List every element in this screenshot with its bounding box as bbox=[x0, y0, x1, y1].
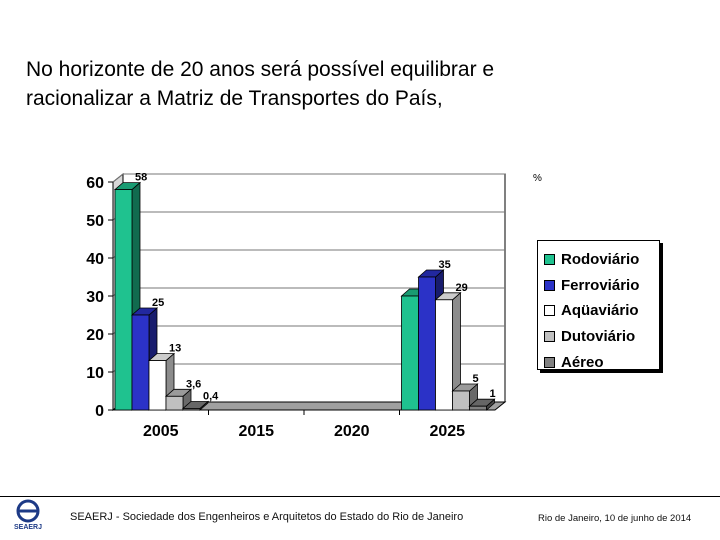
y-tick-label: 30 bbox=[86, 289, 104, 306]
data-label: 35 bbox=[439, 259, 451, 271]
x-tick-label: 2025 bbox=[429, 423, 465, 440]
footer-divider bbox=[0, 496, 720, 497]
y-tick-label: 10 bbox=[86, 365, 104, 382]
bar bbox=[148, 360, 167, 411]
legend-item: Aéreo bbox=[544, 349, 659, 375]
data-label: 29 bbox=[456, 282, 468, 294]
x-tick-label: 2005 bbox=[143, 423, 179, 440]
heading-line-1: No horizonte de 20 anos será possível eq… bbox=[26, 58, 495, 81]
seaerj-logo: SEAERJ bbox=[6, 499, 50, 537]
x-tick-label: 2020 bbox=[334, 423, 370, 440]
legend-swatch bbox=[544, 279, 555, 291]
bar bbox=[165, 395, 184, 411]
data-label: 0,4 bbox=[203, 390, 219, 402]
legend-item: Rodoviário bbox=[544, 247, 659, 273]
legend-item: Dutoviário bbox=[544, 324, 659, 350]
footer-organization: SEAERJ - Sociedade dos Engenheiros e Arq… bbox=[70, 511, 464, 523]
x-tick-label: 2015 bbox=[238, 423, 274, 440]
data-label: 25 bbox=[152, 297, 164, 309]
bar bbox=[435, 299, 453, 411]
legend-label: Dutoviário bbox=[561, 328, 636, 346]
chart-legend: Rodoviário Ferroviário Aqüaviário Dutoviári… bbox=[537, 240, 660, 371]
unit-label: % bbox=[533, 173, 542, 184]
bar bbox=[469, 405, 487, 411]
legend-swatch bbox=[544, 305, 555, 317]
legend-label: Aqüaviário bbox=[561, 302, 639, 320]
bar bbox=[418, 276, 436, 411]
gridline bbox=[112, 173, 505, 183]
legend-label: Rodoviário bbox=[561, 251, 640, 269]
legend-swatch bbox=[544, 331, 555, 343]
bar bbox=[131, 314, 150, 411]
bar bbox=[114, 189, 133, 411]
y-tick-label: 60 bbox=[86, 175, 104, 192]
seaerj-emblem-icon bbox=[16, 499, 40, 523]
data-label: 13 bbox=[169, 343, 181, 355]
legend-swatch bbox=[544, 356, 555, 368]
data-label: 3,6 bbox=[186, 378, 201, 390]
legend-item: Ferroviário bbox=[544, 273, 659, 299]
bar bbox=[182, 408, 201, 411]
heading-line-2: racionalizar a Matriz de Transportes do … bbox=[26, 87, 443, 110]
logo-text: SEAERJ bbox=[13, 524, 42, 531]
y-tick-label: 20 bbox=[86, 327, 104, 344]
bar bbox=[452, 390, 470, 411]
footer-date: Rio de Janeiro, 10 de junho de 2014 bbox=[538, 513, 692, 524]
legend-label: Aéreo bbox=[561, 353, 604, 371]
data-label: 1 bbox=[490, 388, 496, 400]
y-tick-label: 50 bbox=[86, 213, 104, 230]
legend-label: Ferroviário bbox=[561, 276, 640, 294]
slide-heading: No horizonte de 20 anos será possível eq… bbox=[26, 55, 686, 113]
legend-item: Aqüaviário bbox=[544, 298, 659, 324]
legend-swatch bbox=[544, 254, 555, 266]
bar bbox=[401, 295, 419, 411]
y-tick-label: 0 bbox=[95, 403, 104, 420]
y-tick-label: 40 bbox=[86, 251, 104, 268]
data-label: 58 bbox=[135, 172, 147, 184]
data-label: 5 bbox=[473, 373, 479, 385]
